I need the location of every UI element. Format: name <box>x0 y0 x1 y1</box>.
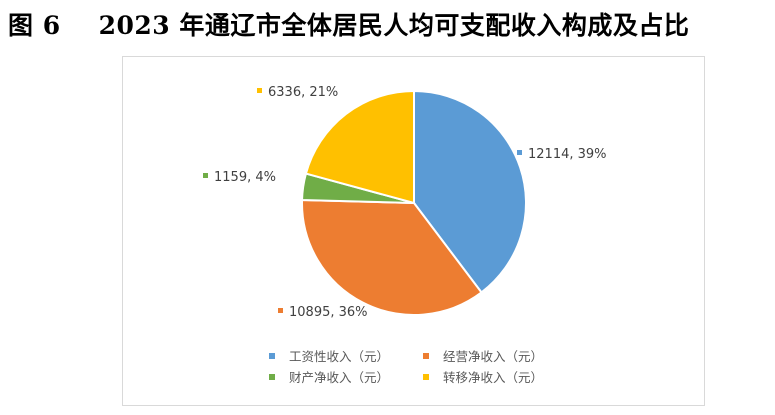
pie-slice-1 <box>413 89 527 294</box>
legend-swatch-1 <box>269 353 275 359</box>
pie-slice-4 <box>304 89 415 205</box>
data-label-4: 6336, 21% <box>268 85 338 100</box>
pie-slice-2 <box>301 198 483 316</box>
data-label-marker-1 <box>517 150 522 155</box>
legend-label-3: 财产净收入（元） <box>289 370 389 385</box>
data-label-marker-3 <box>203 173 208 178</box>
data-label-2: 10895, 36% <box>289 305 368 320</box>
legend-swatch-3 <box>269 374 275 380</box>
figure-title-text: 2023 年通辽市全体居民人均可支配收入构成及占比 <box>98 11 690 40</box>
data-label-1: 12114, 39% <box>528 147 607 162</box>
legend-label-4: 转移净收入（元） <box>443 370 543 385</box>
legend-swatch-4 <box>423 374 429 380</box>
figure-number: 图 6 <box>8 11 61 40</box>
legend-label-1: 工资性收入（元） <box>289 349 389 364</box>
data-label-marker-2 <box>278 308 283 313</box>
data-label-marker-4 <box>257 88 262 93</box>
figure-title: 图 6 2023 年通辽市全体居民人均可支配收入构成及占比 <box>8 6 768 42</box>
data-label-3: 1159, 4% <box>214 170 276 185</box>
legend-label-2: 经营净收入（元） <box>443 349 543 364</box>
legend-swatch-2 <box>423 353 429 359</box>
